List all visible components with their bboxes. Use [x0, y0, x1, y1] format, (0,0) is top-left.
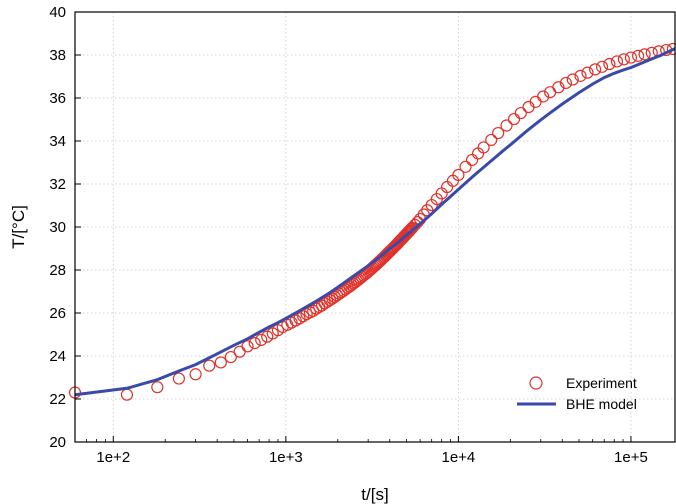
experiment-point [595, 60, 609, 73]
y-tick-label: 38 [49, 47, 66, 64]
legend: Experiment BHE model [517, 375, 637, 412]
experiment-point [617, 53, 630, 66]
experiment-point [500, 119, 513, 132]
x-tick-label: 1e+3 [269, 449, 303, 466]
experiment-point [255, 333, 268, 346]
experiment-point [404, 223, 417, 236]
experiment-point [459, 160, 472, 173]
experiment-point [559, 76, 573, 90]
x-axis-label: t/[s] [361, 485, 388, 504]
experiment-point [638, 48, 651, 61]
y-tick-label: 36 [49, 90, 66, 107]
experiment-point [507, 112, 521, 126]
experiment-point [402, 225, 415, 238]
experiment-point [492, 126, 505, 140]
x-tick-label: 1e+4 [441, 449, 475, 466]
experiment-point [241, 340, 254, 353]
y-axis-label: T/[°C] [9, 205, 28, 249]
y-tick-label: 26 [49, 305, 66, 322]
experiment-point [337, 284, 350, 297]
experiment-series [68, 42, 676, 401]
legend-bhe-model-label: BHE model [566, 396, 637, 412]
experiment-point [297, 310, 310, 323]
bhe-model-line [74, 47, 676, 397]
y-tick-label: 32 [49, 176, 66, 193]
experiment-point [537, 90, 550, 103]
experiment-point [310, 302, 323, 315]
experiment-point [465, 153, 479, 167]
experiment-point [485, 133, 498, 147]
y-tick-label: 20 [49, 434, 66, 451]
y-tick-label: 34 [49, 133, 66, 150]
grid [75, 12, 675, 442]
y-tick-label: 28 [49, 262, 66, 279]
experiment-point [120, 388, 134, 401]
experiment-point [248, 337, 261, 350]
legend-experiment-marker [529, 376, 543, 390]
experiment-point [666, 42, 676, 56]
x-tick-label: 1e+5 [614, 449, 648, 466]
experiment-point [233, 345, 246, 358]
experiment-point [172, 372, 185, 385]
experiment-point [581, 66, 594, 79]
y-tick-label: 24 [49, 348, 66, 365]
experiment-point [566, 73, 579, 86]
y-tick-label: 22 [49, 391, 66, 408]
experiment-point [589, 63, 602, 76]
y-tick-label: 30 [49, 219, 66, 236]
experiment-point [574, 69, 587, 82]
experiment-point [624, 51, 638, 64]
experiment-point [401, 226, 415, 239]
experiment-point [514, 106, 527, 120]
experiment-point [214, 356, 227, 369]
experiment-point [452, 168, 465, 182]
experiment-point [151, 381, 164, 394]
x-tick-label: 1e+2 [96, 449, 130, 466]
experiment-point [307, 304, 320, 317]
experiment-point [477, 141, 490, 154]
experiment-point [405, 222, 418, 235]
experiment-point [189, 368, 202, 381]
y-tick-label: 40 [49, 4, 66, 21]
experiment-point [203, 359, 216, 372]
legend-experiment-label: Experiment [566, 375, 637, 391]
experiment-point [631, 49, 645, 62]
experiment-point [224, 350, 237, 364]
experiment-point [552, 81, 565, 94]
experiment-point [610, 55, 624, 68]
experiment-point [603, 57, 616, 71]
axis-ticks: 20 22 24 26 28 30 32 34 36 38 40 1e+2 1e+3 1e+4 1e+5 [49, 4, 648, 466]
